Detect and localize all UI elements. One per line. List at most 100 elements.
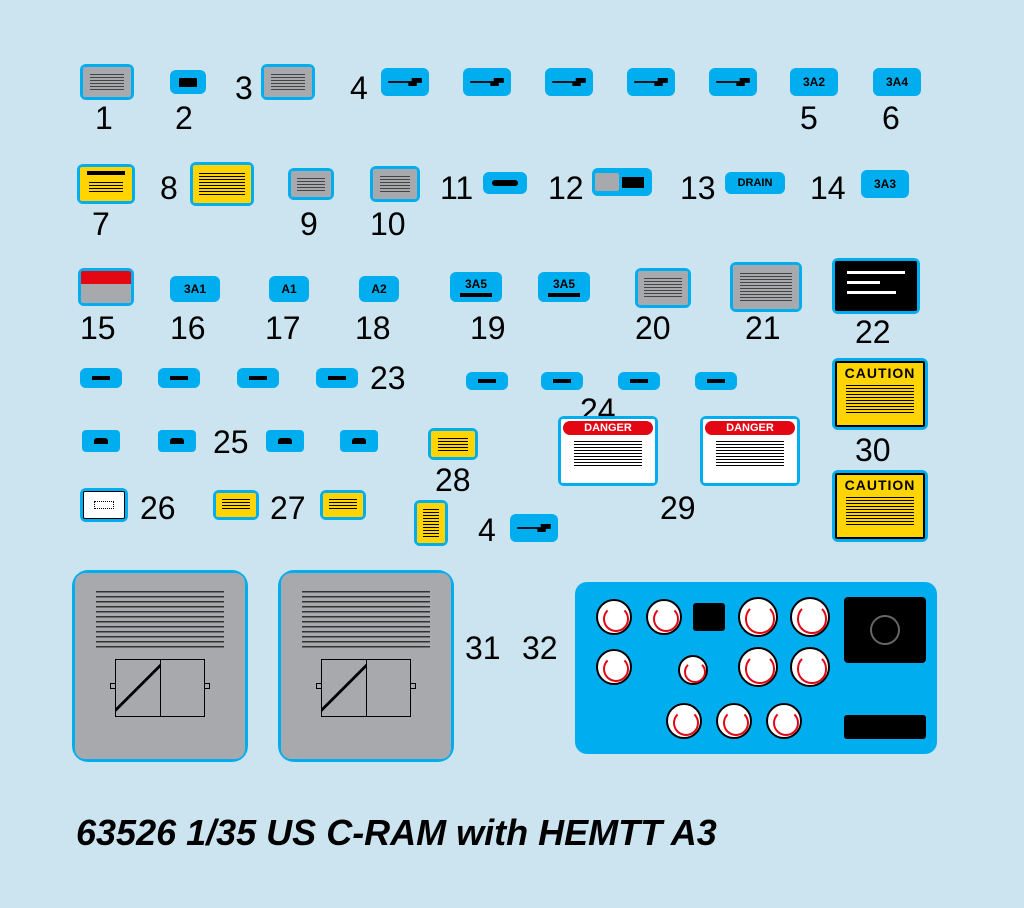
gauge-8 xyxy=(678,655,708,685)
label-8: 8 xyxy=(160,170,178,207)
decal-4a xyxy=(381,68,429,96)
decal-1 xyxy=(80,64,134,100)
decal-30a: CAUTION xyxy=(832,358,928,430)
decal-25c xyxy=(266,430,304,452)
label-16: 16 xyxy=(170,310,206,347)
page-title: 63526 1/35 US C-RAM with HEMTT A3 xyxy=(76,812,717,854)
decal-19a: 3A5 xyxy=(450,272,502,302)
decal-23b xyxy=(158,368,200,388)
decal-31b xyxy=(278,570,454,762)
label-30: 30 xyxy=(855,432,891,469)
decal-23a xyxy=(80,368,122,388)
label-4b: 4 xyxy=(478,512,496,549)
gauge-11 xyxy=(766,703,802,739)
decal-13: DRAIN xyxy=(725,172,785,194)
decal-18: A2 xyxy=(359,276,399,302)
caution-header-a: CAUTION xyxy=(837,363,923,383)
text-3a1: 3A1 xyxy=(184,282,206,296)
label-2: 2 xyxy=(175,100,193,137)
decal-4d xyxy=(627,68,675,96)
gauge-9 xyxy=(666,703,702,739)
text-3a3: 3A3 xyxy=(874,177,896,191)
label-9: 9 xyxy=(300,206,318,243)
text-a2: A2 xyxy=(371,282,386,296)
text-3a4: 3A4 xyxy=(886,75,908,89)
decal-8 xyxy=(190,162,254,206)
decal-24a xyxy=(466,372,508,390)
decal-5: 3A2 xyxy=(790,68,838,96)
decal-25b xyxy=(158,430,196,452)
label-11: 11 xyxy=(440,170,473,207)
decal-20 xyxy=(635,268,691,308)
label-28: 28 xyxy=(435,462,471,499)
decal-4f xyxy=(510,514,558,542)
label-31: 31 xyxy=(465,630,501,667)
gauge-2 xyxy=(646,599,682,635)
label-20: 20 xyxy=(635,310,671,347)
decal-25d xyxy=(340,430,378,452)
decal-11 xyxy=(483,172,527,194)
decal-14: 3A3 xyxy=(861,170,909,198)
label-26: 26 xyxy=(140,490,176,527)
decal-21 xyxy=(730,262,802,312)
decal-15 xyxy=(78,268,134,306)
gauge-4 xyxy=(790,597,830,637)
decal-10 xyxy=(370,166,420,202)
label-4: 4 xyxy=(350,70,368,107)
decal-29a: DANGER xyxy=(558,416,658,486)
decal-2 xyxy=(170,70,206,94)
label-25: 25 xyxy=(213,424,249,461)
danger-header-a: DANGER xyxy=(563,421,653,435)
decal-23d xyxy=(316,368,358,388)
label-3: 3 xyxy=(235,70,253,107)
label-7: 7 xyxy=(92,206,110,243)
decal-12 xyxy=(592,168,652,196)
label-14: 14 xyxy=(810,170,846,207)
text-drain: DRAIN xyxy=(738,177,773,189)
decal-28b xyxy=(414,500,448,546)
decal-16: 3A1 xyxy=(170,276,220,302)
decal-6: 3A4 xyxy=(873,68,921,96)
decal-19b: 3A5 xyxy=(538,272,590,302)
decal-31a xyxy=(72,570,248,762)
label-32: 32 xyxy=(522,630,558,667)
decal-7 xyxy=(77,164,135,204)
gauge-6 xyxy=(738,647,778,687)
label-23: 23 xyxy=(370,360,406,397)
text-3a5a: 3A5 xyxy=(465,277,487,291)
label-21: 21 xyxy=(745,310,781,347)
label-1: 1 xyxy=(95,100,113,137)
label-10: 10 xyxy=(370,206,406,243)
decal-22 xyxy=(832,258,920,314)
decal-24d xyxy=(695,372,737,390)
danger-header-b: DANGER xyxy=(705,421,795,435)
decal-4c xyxy=(545,68,593,96)
text-3a5b: 3A5 xyxy=(553,277,575,291)
gauge-10 xyxy=(716,703,752,739)
label-6: 6 xyxy=(882,100,900,137)
label-22: 22 xyxy=(855,314,891,351)
text-3a2: 3A2 xyxy=(803,75,825,89)
gauge-3 xyxy=(738,597,778,637)
decal-28a xyxy=(428,428,478,460)
label-29: 29 xyxy=(660,490,696,527)
text-a1: A1 xyxy=(281,282,296,296)
label-18: 18 xyxy=(355,310,391,347)
decal-27a xyxy=(213,490,259,520)
decal-24c xyxy=(618,372,660,390)
decal-32 xyxy=(575,582,937,754)
label-13: 13 xyxy=(680,170,716,207)
label-27: 27 xyxy=(270,490,306,527)
decal-9 xyxy=(288,168,334,200)
label-15: 15 xyxy=(80,310,116,347)
decal-17: A1 xyxy=(269,276,309,302)
gauge-7 xyxy=(790,647,830,687)
decal-29b: DANGER xyxy=(700,416,800,486)
decal-30b: CAUTION xyxy=(832,470,928,542)
label-19: 19 xyxy=(470,310,506,347)
decal-25a xyxy=(82,430,120,452)
decal-4b xyxy=(463,68,511,96)
decal-4e xyxy=(709,68,757,96)
label-12: 12 xyxy=(548,170,584,207)
decal-23c xyxy=(237,368,279,388)
